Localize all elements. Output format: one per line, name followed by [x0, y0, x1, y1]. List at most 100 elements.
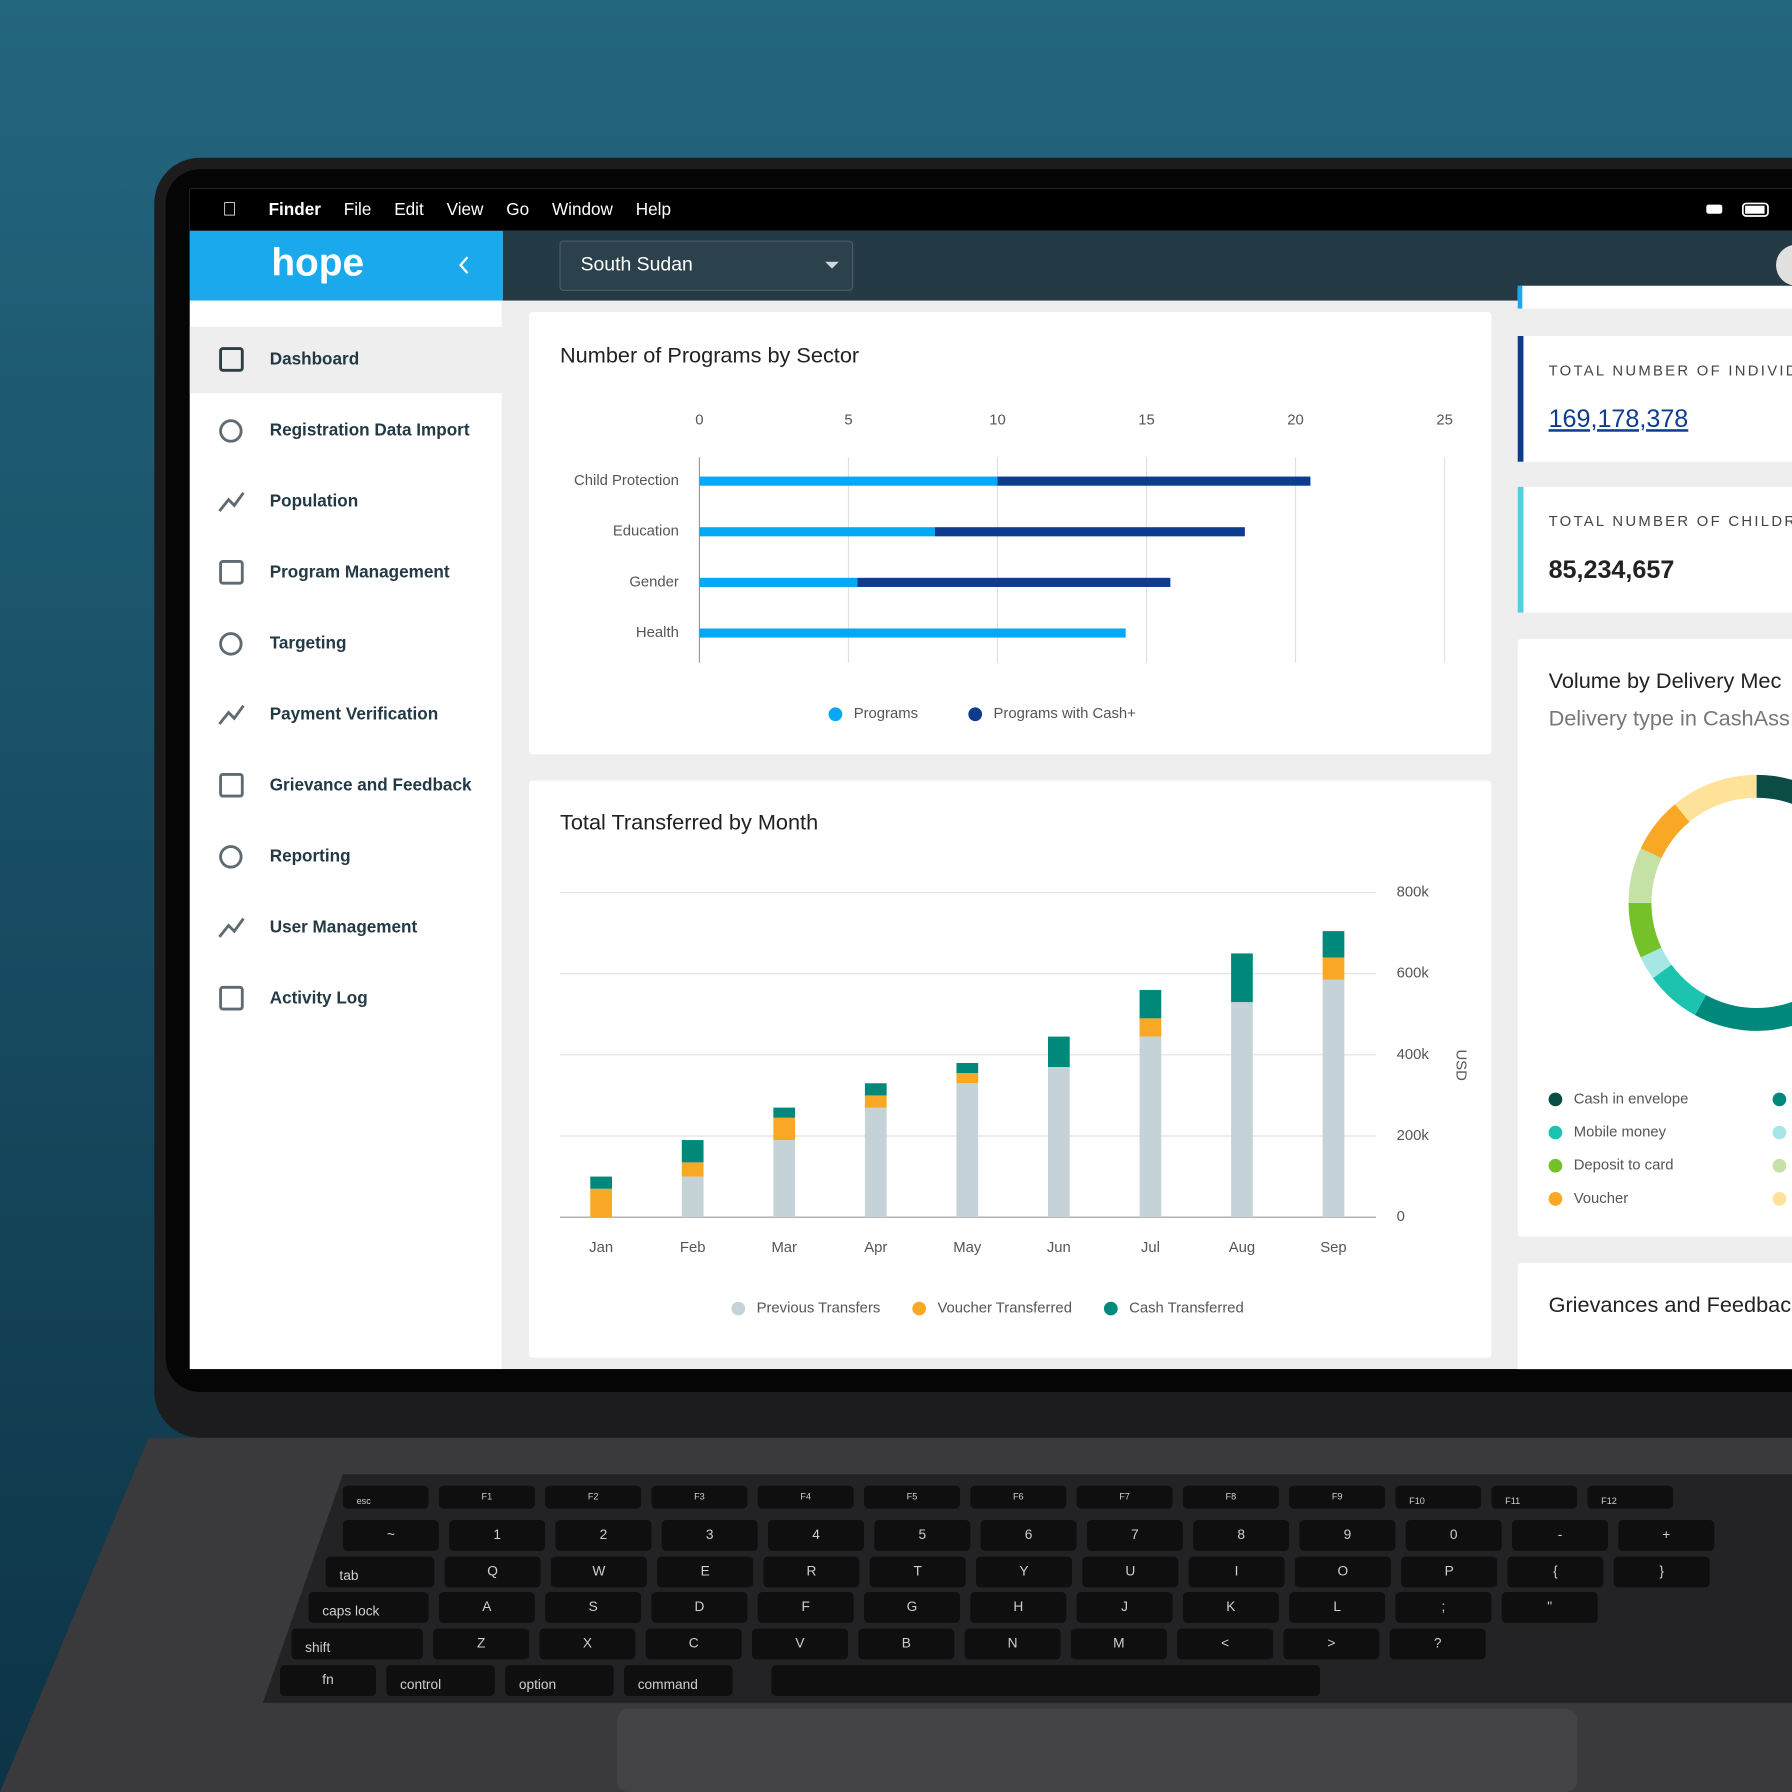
- nav-item[interactable]: Payment Verification: [270, 703, 438, 723]
- key[interactable]: [444, 1556, 541, 1588]
- key[interactable]: [325, 1556, 435, 1588]
- key[interactable]: [1289, 1592, 1386, 1623]
- key[interactable]: [752, 1628, 848, 1660]
- key[interactable]: [545, 1592, 642, 1623]
- key[interactable]: [1070, 1628, 1167, 1660]
- key[interactable]: [1587, 1485, 1674, 1509]
- menu-item[interactable]: Help: [636, 199, 671, 219]
- key[interactable]: [1613, 1556, 1710, 1588]
- key[interactable]: [1076, 1485, 1173, 1509]
- key[interactable]: [1395, 1485, 1482, 1509]
- key[interactable]: [864, 1592, 960, 1623]
- key[interactable]: [505, 1665, 614, 1696]
- key[interactable]: [1389, 1628, 1486, 1660]
- country-select[interactable]: [559, 240, 854, 291]
- legend-label[interactable]: Voucher Transferred: [937, 1300, 1071, 1316]
- key[interactable]: [386, 1665, 495, 1696]
- legend-label[interactable]: Previous Transfers: [757, 1300, 881, 1316]
- legend-label[interactable]: Mobile money: [1574, 1124, 1667, 1140]
- menu-item[interactable]: File: [344, 199, 372, 219]
- key[interactable]: [433, 1628, 530, 1660]
- key[interactable]: [657, 1556, 754, 1588]
- key[interactable]: [1395, 1592, 1492, 1623]
- key[interactable]: [768, 1520, 864, 1551]
- menu-item[interactable]: Finder: [269, 199, 322, 219]
- menu-item[interactable]: View: [447, 199, 484, 219]
- legend-label[interactable]: Deposit to card: [1574, 1158, 1674, 1174]
- key[interactable]: [1177, 1628, 1274, 1660]
- key[interactable]: [539, 1628, 636, 1660]
- key[interactable]: [864, 1485, 960, 1509]
- key[interactable]: [1086, 1520, 1183, 1551]
- space-bar[interactable]: [771, 1665, 1320, 1696]
- key[interactable]: [1512, 1520, 1608, 1551]
- x-tick-label: Jul: [1141, 1240, 1160, 1256]
- key[interactable]: [858, 1628, 955, 1660]
- key[interactable]: [874, 1520, 971, 1551]
- key[interactable]: [869, 1556, 966, 1588]
- key[interactable]: [449, 1520, 546, 1551]
- key[interactable]: [1182, 1485, 1279, 1509]
- key[interactable]: [1294, 1556, 1391, 1588]
- key[interactable]: [645, 1628, 742, 1660]
- menu-item[interactable]: Edit: [394, 199, 424, 219]
- key[interactable]: [964, 1628, 1061, 1660]
- key[interactable]: [757, 1485, 854, 1509]
- key[interactable]: [291, 1628, 423, 1660]
- nav-item[interactable]: Population: [270, 490, 358, 510]
- key[interactable]: [970, 1485, 1067, 1509]
- menu-item[interactable]: Window: [552, 199, 614, 219]
- key[interactable]: [342, 1485, 429, 1509]
- key[interactable]: [1299, 1520, 1396, 1551]
- legend-label[interactable]: Voucher: [1574, 1191, 1629, 1207]
- key[interactable]: [1491, 1485, 1578, 1509]
- nav-item[interactable]: Activity Log: [270, 987, 368, 1007]
- menu-item[interactable]: Go: [506, 199, 529, 219]
- key[interactable]: [1076, 1592, 1173, 1623]
- key[interactable]: [651, 1592, 748, 1623]
- legend-label[interactable]: Cash in envelope: [1574, 1091, 1689, 1107]
- key[interactable]: [661, 1520, 758, 1551]
- key[interactable]: [1501, 1592, 1598, 1623]
- stat-value[interactable]: 169,178,378: [1549, 405, 1689, 433]
- key[interactable]: [545, 1485, 642, 1509]
- key[interactable]: [1289, 1485, 1386, 1509]
- nav-item[interactable]: Targeting: [270, 632, 347, 652]
- key[interactable]: [1188, 1556, 1285, 1588]
- key[interactable]: [1405, 1520, 1502, 1551]
- key[interactable]: [1283, 1628, 1380, 1660]
- key[interactable]: [555, 1520, 652, 1551]
- key[interactable]: [1193, 1520, 1290, 1551]
- key[interactable]: [976, 1556, 1072, 1588]
- key[interactable]: [438, 1485, 535, 1509]
- nav-item[interactable]: User Management: [270, 916, 418, 936]
- key[interactable]: [1507, 1556, 1604, 1588]
- legend-label[interactable]: Programs: [854, 706, 918, 722]
- country-value[interactable]: South Sudan: [581, 253, 693, 275]
- key[interactable]: [970, 1592, 1067, 1623]
- key[interactable]: [280, 1665, 376, 1696]
- key[interactable]: [1082, 1556, 1179, 1588]
- key[interactable]: [342, 1520, 439, 1551]
- key[interactable]: [438, 1592, 535, 1623]
- key[interactable]: [651, 1485, 748, 1509]
- logo[interactable]: hope: [271, 241, 364, 284]
- nav-item[interactable]: Grievance and Feedback: [270, 774, 472, 794]
- key[interactable]: [757, 1592, 854, 1623]
- key[interactable]: [550, 1556, 647, 1588]
- key[interactable]: [624, 1665, 733, 1696]
- legend-label[interactable]: Programs with Cash+: [993, 706, 1135, 722]
- avatar[interactable]: [1776, 245, 1792, 286]
- key[interactable]: [763, 1556, 860, 1588]
- key[interactable]: [1182, 1592, 1279, 1623]
- nav-item[interactable]: Registration Data Import: [270, 420, 470, 440]
- key[interactable]: [1618, 1520, 1715, 1551]
- nav-item[interactable]: Dashboard: [270, 349, 359, 369]
- nav-item[interactable]: Reporting: [270, 845, 351, 865]
- key[interactable]: [1401, 1556, 1498, 1588]
- nav-item[interactable]: Program Management: [270, 561, 450, 581]
- legend-label[interactable]: Cash Transferred: [1129, 1300, 1244, 1316]
- key[interactable]: [980, 1520, 1077, 1551]
- collapse-button[interactable]: [459, 256, 469, 274]
- key[interactable]: [308, 1592, 429, 1623]
